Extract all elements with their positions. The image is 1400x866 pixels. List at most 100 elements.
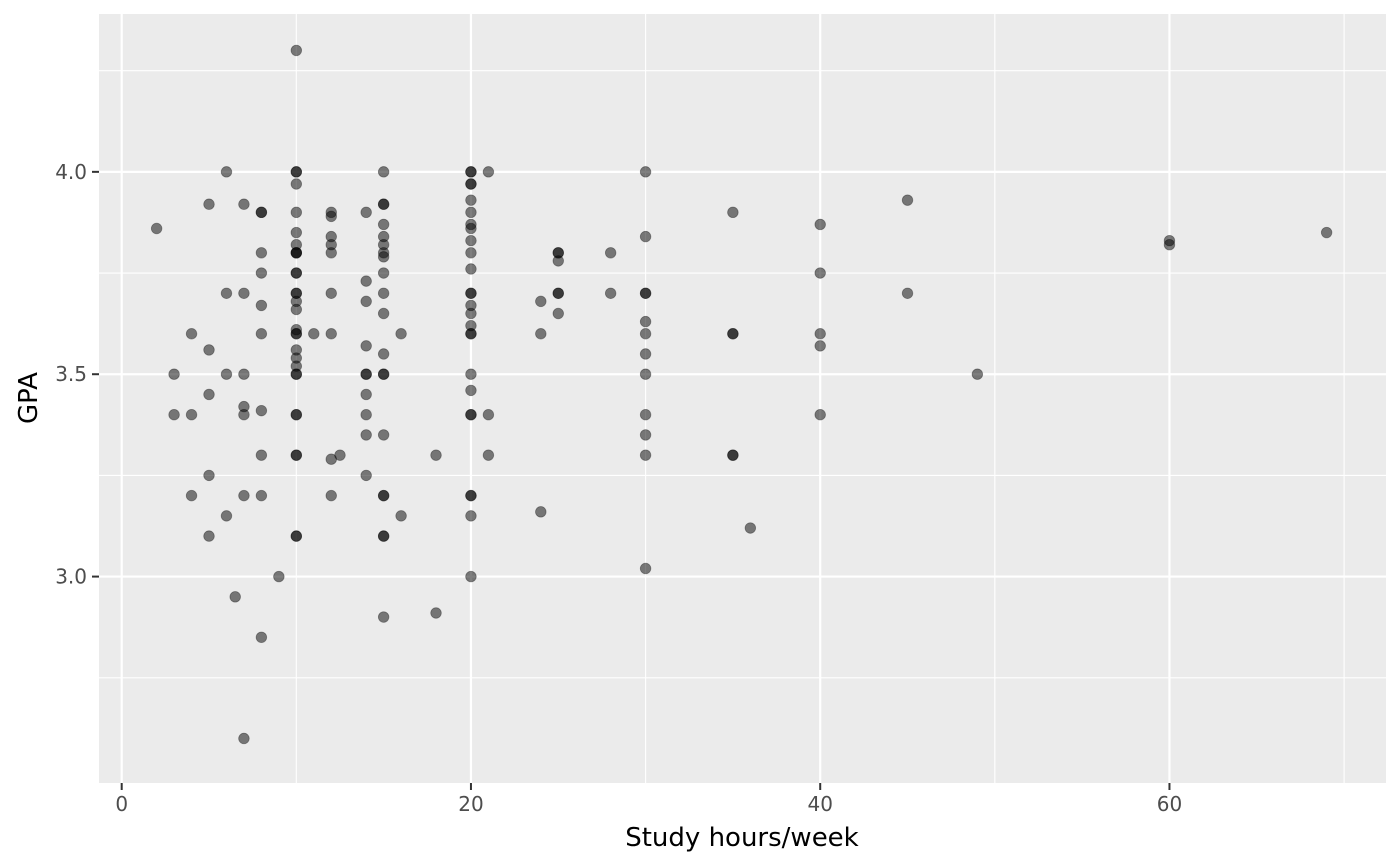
data-point bbox=[168, 368, 180, 380]
data-point bbox=[290, 247, 303, 259]
data-point bbox=[1320, 226, 1333, 239]
data-point bbox=[203, 469, 215, 482]
data-point bbox=[465, 408, 477, 421]
data-point bbox=[290, 178, 303, 190]
data-point bbox=[901, 194, 914, 206]
data-point bbox=[744, 522, 757, 534]
data-point bbox=[290, 303, 303, 316]
data-point bbox=[465, 368, 477, 380]
data-point bbox=[308, 328, 320, 340]
data-point bbox=[255, 631, 268, 643]
data-point bbox=[465, 384, 477, 397]
data-point bbox=[639, 287, 652, 299]
data-point bbox=[377, 267, 390, 279]
x-tick-label: 40 bbox=[807, 792, 832, 816]
x-tick-label: 20 bbox=[458, 792, 483, 816]
data-point bbox=[273, 570, 285, 583]
data-point bbox=[377, 429, 390, 441]
data-point bbox=[552, 287, 564, 299]
data-point bbox=[325, 247, 337, 259]
data-point bbox=[814, 328, 826, 340]
data-point bbox=[377, 530, 390, 542]
data-point bbox=[465, 287, 477, 299]
data-point bbox=[465, 206, 477, 219]
data-point bbox=[238, 198, 250, 210]
data-point bbox=[255, 489, 268, 502]
data-point bbox=[360, 295, 372, 308]
data-point bbox=[639, 230, 652, 243]
data-point bbox=[639, 408, 652, 421]
data-point bbox=[552, 255, 564, 267]
data-point bbox=[290, 267, 303, 279]
x-axis-title: Study hours/week bbox=[625, 823, 859, 853]
data-point bbox=[255, 267, 268, 279]
data-point bbox=[465, 328, 477, 340]
data-point bbox=[814, 267, 826, 279]
data-point bbox=[360, 408, 372, 421]
data-point bbox=[535, 328, 547, 340]
data-point bbox=[220, 368, 233, 380]
data-point bbox=[203, 388, 215, 401]
data-point bbox=[334, 449, 346, 461]
data-point bbox=[639, 449, 652, 461]
data-point bbox=[639, 562, 652, 575]
data-point bbox=[377, 307, 390, 320]
data-point bbox=[238, 489, 250, 502]
data-point bbox=[465, 166, 477, 178]
data-point bbox=[229, 591, 241, 603]
data-point bbox=[639, 348, 652, 360]
data-point bbox=[482, 166, 495, 178]
data-point bbox=[639, 429, 652, 441]
data-point bbox=[290, 44, 303, 57]
data-point bbox=[325, 287, 337, 299]
data-point bbox=[465, 178, 477, 190]
data-point bbox=[290, 328, 303, 340]
data-point bbox=[325, 328, 337, 340]
data-point bbox=[604, 247, 617, 259]
data-point bbox=[185, 328, 198, 340]
y-tick-label: 3.5 bbox=[55, 362, 87, 386]
x-axis-ticks: 0 20 40 60 bbox=[115, 783, 1182, 816]
data-point bbox=[465, 247, 477, 259]
data-point bbox=[727, 328, 739, 340]
data-point bbox=[465, 570, 477, 583]
data-point bbox=[255, 404, 268, 417]
data-point bbox=[465, 307, 477, 320]
data-point bbox=[360, 340, 372, 352]
data-point bbox=[360, 429, 372, 441]
data-point bbox=[290, 530, 303, 542]
data-point bbox=[290, 408, 303, 421]
data-point bbox=[185, 489, 198, 502]
data-point bbox=[238, 732, 250, 745]
data-point bbox=[901, 287, 914, 299]
data-point bbox=[727, 449, 739, 461]
data-point bbox=[639, 328, 652, 340]
data-point bbox=[290, 166, 303, 178]
data-point bbox=[639, 315, 652, 328]
data-point bbox=[203, 530, 215, 542]
data-point bbox=[255, 299, 268, 312]
data-point bbox=[290, 449, 303, 461]
data-point bbox=[377, 368, 390, 380]
data-point bbox=[639, 166, 652, 178]
data-point bbox=[360, 388, 372, 401]
data-point bbox=[290, 368, 303, 380]
data-point bbox=[377, 611, 390, 623]
data-point bbox=[395, 510, 407, 522]
data-point bbox=[395, 328, 407, 340]
data-point bbox=[482, 449, 495, 461]
data-point bbox=[255, 449, 268, 461]
data-point bbox=[360, 206, 372, 219]
data-point bbox=[814, 218, 826, 231]
data-point bbox=[360, 469, 372, 482]
minor-gridlines bbox=[99, 14, 1386, 783]
data-point bbox=[377, 348, 390, 360]
y-axis-title: GPA bbox=[14, 372, 44, 424]
data-point bbox=[604, 287, 617, 299]
y-axis-ticks: 3.0 3.5 4.0 bbox=[55, 160, 99, 589]
data-point bbox=[465, 234, 477, 247]
data-point bbox=[290, 206, 303, 219]
data-point bbox=[220, 510, 233, 522]
data-point bbox=[377, 287, 390, 299]
